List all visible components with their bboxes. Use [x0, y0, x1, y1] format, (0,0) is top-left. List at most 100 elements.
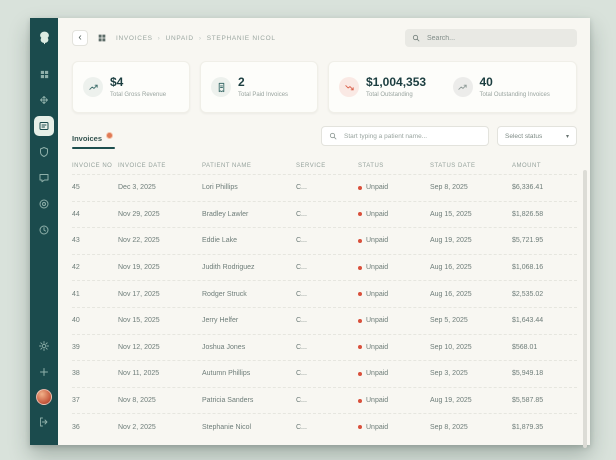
stat-value: $1,004,353: [366, 75, 427, 90]
breadcrumb: INVOICES › UNPAID › STEPHANIE NICOL: [116, 35, 276, 42]
sidebar-item-logout[interactable]: [34, 412, 54, 432]
cell-patient-name: Jerry Helfer: [202, 317, 239, 325]
table-row[interactable]: 41 Nov 17, 2025 Rodger Struck C... Unpaid Aug…: [72, 280, 577, 307]
transfers-icon: [38, 94, 50, 106]
sidebar-item-security[interactable]: [34, 142, 54, 162]
cell-amount: $1,643.44: [512, 317, 544, 325]
column-header-status: Status: [358, 163, 384, 169]
table-row[interactable]: 37 Nov 8, 2025 Patricia Sanders C... Unpaid A…: [72, 386, 577, 414]
invoices-icon: [38, 120, 50, 132]
cell-amount: $6,336.41: [512, 184, 544, 192]
apps-grid-button[interactable]: [97, 33, 107, 43]
status-text: Unpaid: [366, 423, 389, 431]
column-header-status-date: Status Date: [430, 163, 476, 169]
cell-service: C...: [296, 210, 307, 218]
status-dot-icon: [358, 318, 362, 323]
cell-status-date: Aug 19, 2025: [430, 397, 472, 405]
sidebar-item-settings[interactable]: [34, 336, 54, 356]
cell-service: C...: [296, 184, 307, 192]
table-row[interactable]: 44 Nov 29, 2025 Bradley Lawler C... Unpaid Au…: [72, 200, 577, 228]
status-text: Unpaid: [366, 397, 389, 405]
status-dot-icon: [358, 398, 362, 403]
breadcrumb-item-unpaid[interactable]: UNPAID: [165, 34, 194, 42]
status-select[interactable]: Select status ▾: [497, 126, 577, 146]
cell-patient-name: Autumn Phillips: [202, 370, 251, 378]
status-dot-icon: [358, 265, 362, 270]
apps-grid-icon: [97, 33, 107, 43]
tab-invoices[interactable]: Invoices: [72, 132, 116, 149]
breadcrumb-item-patient[interactable]: STEPHANIE NICOL: [206, 34, 276, 42]
sidebar-item-transfers[interactable]: [34, 90, 54, 110]
cell-invoice-no: 36: [72, 423, 80, 431]
cell-service: C...: [296, 343, 307, 351]
shield-icon: [38, 146, 50, 158]
search-icon: [412, 34, 420, 42]
table-row[interactable]: 45 Dec 3, 2025 Lori Phillips C... Unpaid Sep …: [72, 174, 577, 201]
cell-status-date: Aug 19, 2025: [430, 237, 472, 245]
cell-status-date: Sep 3, 2025: [430, 370, 468, 378]
clock-icon: [38, 224, 50, 236]
main-content: ‹ INVOICES › UNPAID › STEPHANIE NICOL: [58, 18, 590, 448]
sidebar-item-messages[interactable]: [34, 168, 54, 188]
sidebar-item-dashboard[interactable]: [34, 64, 54, 84]
breadcrumb-separator-icon: ›: [157, 34, 161, 42]
sidebar: [30, 18, 58, 445]
back-button[interactable]: ‹: [72, 30, 88, 46]
cell-status: Unpaid: [358, 370, 430, 377]
cell-amount: $2,535.02: [512, 290, 544, 298]
chevron-down-icon: ▾: [565, 133, 569, 140]
table-row[interactable]: 36 Nov 2, 2025 Stephanie Nicol C... Unpaid Se…: [72, 413, 577, 440]
table-row[interactable]: 39 Nov 12, 2025 Joshua Jones C... Unpaid Sep …: [72, 333, 577, 361]
cell-status: Unpaid: [358, 237, 430, 244]
app-logo[interactable]: [37, 30, 52, 45]
invoice-table-body: 45 Dec 3, 2025 Lori Phillips C... Unpaid Sep …: [72, 174, 577, 440]
global-search-input[interactable]: [425, 33, 570, 43]
stat-card-gross-revenue: $4 Total Gross Revenue: [72, 61, 190, 113]
cell-invoice-date: Nov 29, 2025: [118, 210, 160, 218]
trend-line-icon: [452, 77, 473, 97]
table-row[interactable]: 40 Nov 15, 2025 Jerry Helfer C... Unpaid Sep …: [72, 306, 577, 334]
table-row[interactable]: 38 Nov 11, 2025 Autumn Phillips C... Unpaid S…: [72, 360, 577, 387]
cell-status: Unpaid: [358, 184, 430, 191]
sidebar-item-history[interactable]: [34, 220, 54, 240]
status-text: Unpaid: [366, 184, 389, 192]
status-text: Unpaid: [366, 264, 389, 272]
cell-invoice-date: Nov 8, 2025: [118, 397, 156, 405]
cell-status: Unpaid: [358, 211, 430, 218]
target-icon: [38, 198, 50, 210]
cell-patient-name: Bradley Lawler: [202, 210, 249, 218]
cell-amount: $5,949.18: [512, 370, 544, 378]
table-row[interactable]: 42 Nov 19, 2025 Judith Rodriguez C... Unpaid…: [72, 253, 577, 281]
stats-row: $4 Total Gross Revenue 2 Total Paid Invo…: [72, 61, 577, 113]
cell-patient-name: Joshua Jones: [202, 343, 246, 351]
breadcrumb-item-invoices[interactable]: INVOICES: [116, 34, 153, 42]
cell-service: C...: [296, 290, 307, 298]
cell-status: Unpaid: [358, 317, 430, 324]
tree-logo-icon: [37, 30, 52, 45]
invoice-table-header: Invoice No Invoice Date Patient Name Ser…: [72, 158, 577, 174]
status-dot-icon: [358, 185, 362, 190]
patient-search-input[interactable]: [342, 131, 481, 141]
cell-status-date: Aug 15, 2025: [430, 210, 472, 218]
user-avatar[interactable]: [36, 389, 52, 405]
cell-amount: $5,721.95: [512, 237, 544, 245]
sidebar-item-invoices[interactable]: [34, 116, 54, 136]
global-search[interactable]: [405, 29, 577, 47]
cell-status-date: Sep 5, 2025: [430, 317, 468, 325]
status-text: Unpaid: [366, 370, 389, 378]
stat-card-paid-invoices: 2 Total Paid Invoices: [200, 61, 318, 113]
top-bar: ‹ INVOICES › UNPAID › STEPHANIE NICOL: [72, 28, 577, 48]
cell-invoice-date: Nov 22, 2025: [118, 237, 160, 245]
status-text: Unpaid: [366, 210, 389, 218]
patient-search[interactable]: [321, 126, 489, 146]
status-select-value: Select status: [505, 132, 543, 140]
cell-status: Unpaid: [358, 397, 430, 404]
sidebar-item-goals[interactable]: [34, 194, 54, 214]
column-header-amount: Amount: [512, 163, 541, 169]
cell-amount: $568.01: [512, 343, 538, 351]
table-scrollbar[interactable]: [583, 170, 587, 448]
cell-invoice-date: Nov 15, 2025: [118, 317, 160, 325]
cell-status-date: Aug 16, 2025: [430, 264, 472, 272]
table-row[interactable]: 43 Nov 22, 2025 Eddie Lake C... Unpaid Aug 19…: [72, 227, 577, 254]
sidebar-item-add[interactable]: [34, 362, 54, 382]
